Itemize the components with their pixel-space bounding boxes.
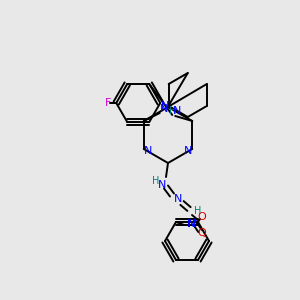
Text: H: H	[169, 106, 176, 116]
Text: F: F	[105, 98, 111, 108]
Text: -: -	[202, 231, 206, 241]
Text: N: N	[173, 106, 182, 116]
Text: H: H	[152, 176, 160, 186]
Text: N: N	[174, 194, 182, 204]
Text: +: +	[191, 216, 197, 225]
Text: O: O	[198, 212, 206, 222]
Text: N: N	[161, 101, 169, 111]
Text: N: N	[158, 180, 166, 190]
Text: N: N	[144, 146, 152, 156]
Text: N: N	[188, 219, 196, 229]
Text: N: N	[184, 146, 192, 156]
Text: N: N	[160, 104, 168, 114]
Text: O: O	[198, 228, 206, 238]
Text: H: H	[194, 206, 202, 216]
